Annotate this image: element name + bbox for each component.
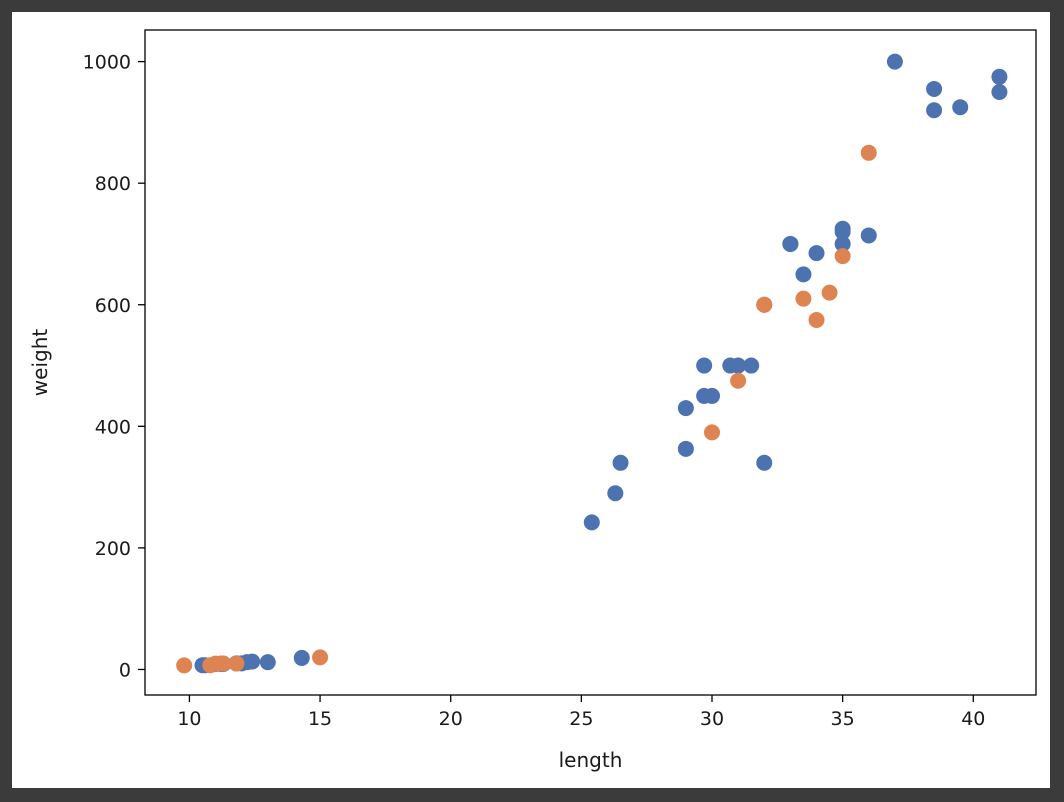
series-0-point [834, 235, 851, 252]
series-1-point [312, 649, 329, 666]
series-0-point [677, 440, 694, 457]
series-0-point [677, 400, 694, 417]
x-tick-label: 35 [831, 708, 855, 730]
series-0-point [991, 68, 1008, 85]
series-0-point [834, 223, 851, 240]
series-0-point [860, 227, 877, 244]
series-0-point [730, 357, 747, 374]
y-tick-label: 800 [95, 173, 131, 195]
figure-canvas: 10 15 20 25 30 35 40 0 200 400 600 800 1000 length wei… [12, 12, 1050, 788]
series-0-point [756, 454, 773, 471]
series-0-point [244, 653, 261, 670]
y-tick-label: 200 [95, 538, 131, 560]
y-tick-label: 1000 [83, 52, 131, 74]
series-1-point [860, 144, 877, 161]
series-1-point [834, 248, 851, 265]
series-0-point [743, 357, 760, 374]
series-0-point [259, 654, 276, 671]
series-1-point [215, 655, 232, 672]
series-1-point [176, 657, 193, 674]
series-1-point [795, 290, 812, 307]
x-tick-label: 30 [700, 708, 724, 730]
y-tick-label: 0 [119, 659, 131, 681]
series-0-point [926, 102, 943, 119]
x-axis-label: length [559, 748, 623, 772]
series-0-point [795, 266, 812, 283]
series-0-point [607, 485, 624, 502]
series-0-point [808, 245, 825, 262]
series-0-point [886, 53, 903, 70]
series-1-point [730, 372, 747, 389]
y-tick-label: 600 [95, 295, 131, 317]
series-1-point [756, 296, 773, 313]
series-0-point [612, 454, 629, 471]
series-0-point [293, 649, 310, 666]
x-tick-label: 25 [569, 708, 593, 730]
x-tick-label: 20 [439, 708, 463, 730]
series-0-point [926, 80, 943, 97]
series-0-point [782, 235, 799, 252]
series-1-point [808, 311, 825, 328]
y-axis-label: weight [28, 329, 52, 397]
x-tick-label: 40 [961, 708, 985, 730]
series-0-point [952, 99, 969, 116]
series-0-point [696, 357, 713, 374]
scatter-chart: 10 15 20 25 30 35 4002004006008001000lengthwei… [28, 29, 1037, 772]
y-tick-label: 400 [95, 416, 131, 438]
plot-frame [144, 29, 1037, 696]
x-tick-label: 15 [308, 708, 332, 730]
series-1-point [821, 284, 838, 301]
series-0-point [991, 84, 1008, 101]
series-0-point [583, 514, 600, 531]
series-1-point [228, 655, 245, 672]
series-1-point [704, 424, 720, 441]
x-tick-label: 10 [177, 708, 201, 730]
series-0-point [704, 387, 720, 404]
